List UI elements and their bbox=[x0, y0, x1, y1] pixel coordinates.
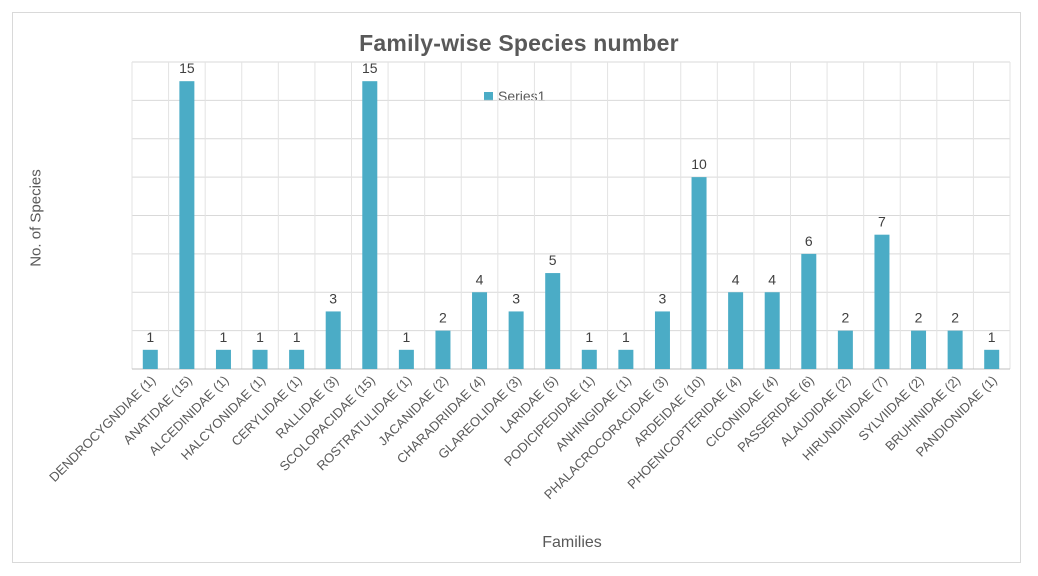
bar bbox=[252, 349, 268, 369]
bar bbox=[947, 330, 963, 369]
data-label: 2 bbox=[841, 310, 849, 326]
data-label: 3 bbox=[659, 290, 667, 306]
bar bbox=[325, 311, 341, 369]
chart-title: Family-wise Species number bbox=[359, 30, 679, 56]
bar bbox=[837, 330, 853, 369]
bar bbox=[435, 330, 451, 369]
bar bbox=[618, 349, 634, 369]
bar bbox=[289, 349, 305, 369]
data-label: 3 bbox=[512, 290, 520, 306]
data-label: 1 bbox=[220, 329, 228, 345]
data-label: 15 bbox=[362, 60, 378, 76]
bar bbox=[801, 253, 817, 369]
bar bbox=[362, 81, 378, 369]
data-label: 1 bbox=[293, 329, 301, 345]
data-label: 1 bbox=[256, 329, 264, 345]
data-label: 1 bbox=[585, 329, 593, 345]
bar bbox=[545, 273, 561, 369]
data-label: 1 bbox=[988, 329, 996, 345]
bar bbox=[179, 81, 195, 369]
data-label: 1 bbox=[402, 329, 410, 345]
data-label: 6 bbox=[805, 233, 813, 249]
data-label: 5 bbox=[549, 252, 557, 268]
x-axis-label: Families bbox=[542, 534, 602, 551]
data-label: 4 bbox=[476, 271, 484, 287]
bar bbox=[215, 349, 231, 369]
bar bbox=[142, 349, 158, 369]
bar bbox=[728, 292, 744, 369]
bar bbox=[984, 349, 1000, 369]
bar bbox=[764, 292, 780, 369]
bar bbox=[654, 311, 670, 369]
legend-swatch bbox=[484, 91, 493, 101]
bar bbox=[472, 292, 488, 369]
data-label: 2 bbox=[915, 310, 923, 326]
bar bbox=[874, 234, 890, 369]
bar bbox=[508, 311, 524, 369]
data-label: 1 bbox=[146, 329, 154, 345]
bar bbox=[911, 330, 927, 369]
bar bbox=[581, 349, 597, 369]
bar bbox=[398, 349, 414, 369]
data-label: 3 bbox=[329, 290, 337, 306]
data-label: 15 bbox=[179, 60, 195, 76]
data-label: 1 bbox=[622, 329, 630, 345]
data-label: 2 bbox=[439, 310, 447, 326]
data-label: 7 bbox=[878, 214, 886, 230]
data-label: 2 bbox=[951, 310, 959, 326]
bar bbox=[691, 177, 707, 369]
data-label: 10 bbox=[691, 156, 707, 172]
data-label: 4 bbox=[732, 271, 740, 287]
data-label: 4 bbox=[768, 271, 776, 287]
